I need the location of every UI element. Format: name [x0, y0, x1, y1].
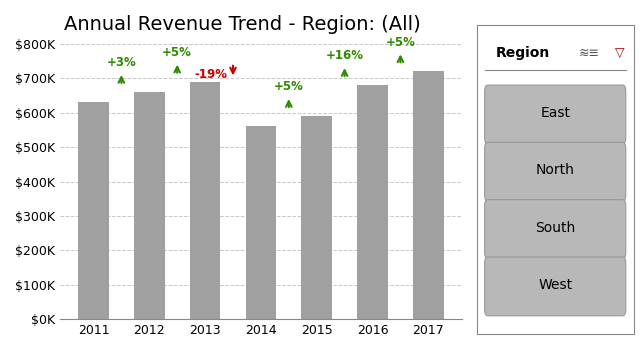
Text: -19%: -19% — [195, 68, 227, 81]
Text: ▽: ▽ — [615, 46, 625, 59]
Bar — [78, 102, 109, 319]
Text: +16%: +16% — [326, 50, 364, 62]
Text: ≋≡: ≋≡ — [579, 46, 600, 59]
Text: South: South — [535, 221, 575, 234]
FancyBboxPatch shape — [484, 200, 626, 258]
Text: East: East — [540, 106, 570, 120]
Text: +5%: +5% — [163, 46, 192, 59]
Text: Region: Region — [495, 46, 550, 60]
Text: +5%: +5% — [274, 81, 304, 93]
Text: +5%: +5% — [385, 36, 415, 49]
Text: +3%: +3% — [106, 56, 136, 69]
FancyBboxPatch shape — [484, 142, 626, 201]
FancyBboxPatch shape — [484, 257, 626, 316]
Text: Annual Revenue Trend - Region: (All): Annual Revenue Trend - Region: (All) — [64, 15, 420, 34]
Bar — [301, 116, 332, 319]
Bar — [134, 92, 164, 319]
FancyBboxPatch shape — [484, 85, 626, 144]
Text: West: West — [538, 278, 572, 292]
Bar — [357, 85, 388, 319]
Bar — [246, 126, 276, 319]
Text: North: North — [536, 163, 575, 177]
Bar — [413, 71, 444, 319]
Bar — [189, 82, 220, 319]
